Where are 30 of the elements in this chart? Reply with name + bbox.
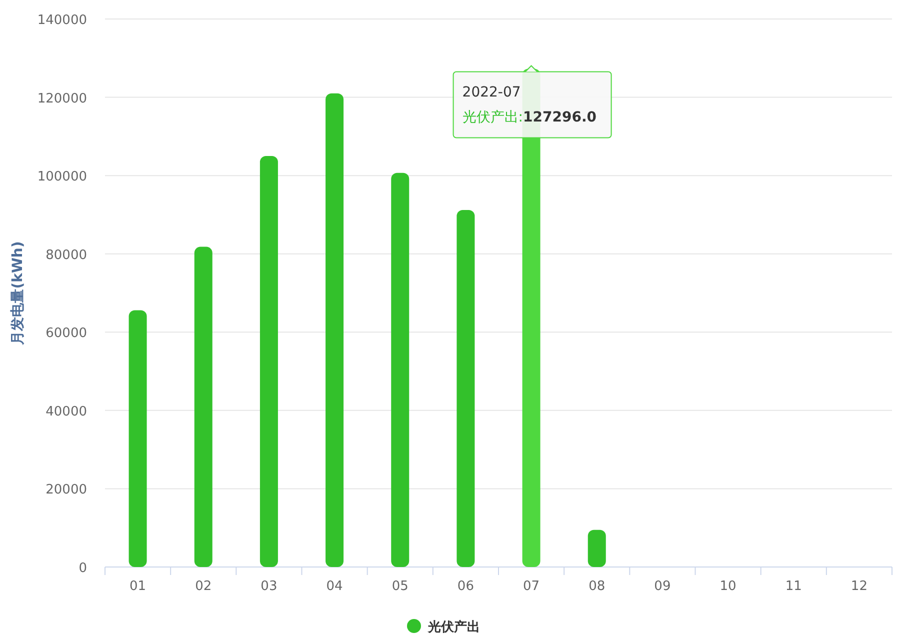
x-tick-label: 06	[457, 579, 474, 594]
x-tick-label: 07	[523, 579, 540, 594]
annotation: 2022-07 光伏产出:127296.0	[462, 84, 597, 126]
x-tick-label: 10	[720, 579, 736, 594]
bar	[128, 310, 147, 567]
x-tick-label: 01	[130, 579, 146, 594]
y-tick-label: 140000	[37, 13, 87, 28]
y-tick-label: 80000	[46, 248, 87, 263]
legend-label: 光伏产出	[427, 619, 480, 635]
y-tick-label: 60000	[46, 326, 87, 342]
y-tick-label: 20000	[46, 482, 87, 498]
y-tick-label: 0	[78, 561, 87, 576]
x-tick-label: 08	[588, 579, 606, 594]
bar	[456, 210, 475, 567]
y-tick-label: 100000	[37, 170, 87, 185]
y-tick-label: 120000	[37, 91, 87, 106]
y-axis-title: 月发电量(kWh)	[10, 241, 26, 346]
x-tick-label: 03	[260, 579, 278, 594]
x-tick-label: 05	[392, 579, 408, 594]
bar	[260, 156, 278, 567]
bar	[194, 246, 212, 567]
x-tick-label: 09	[654, 579, 671, 594]
bar	[326, 93, 344, 567]
x-tick-label: 12	[850, 579, 868, 594]
x-tick-label: 02	[195, 579, 212, 594]
bar	[588, 530, 606, 567]
y-tick-label: 40000	[46, 404, 87, 420]
bar	[391, 172, 410, 567]
x-tick-label: 04	[326, 579, 343, 594]
x-tick-label: 11	[785, 579, 802, 594]
